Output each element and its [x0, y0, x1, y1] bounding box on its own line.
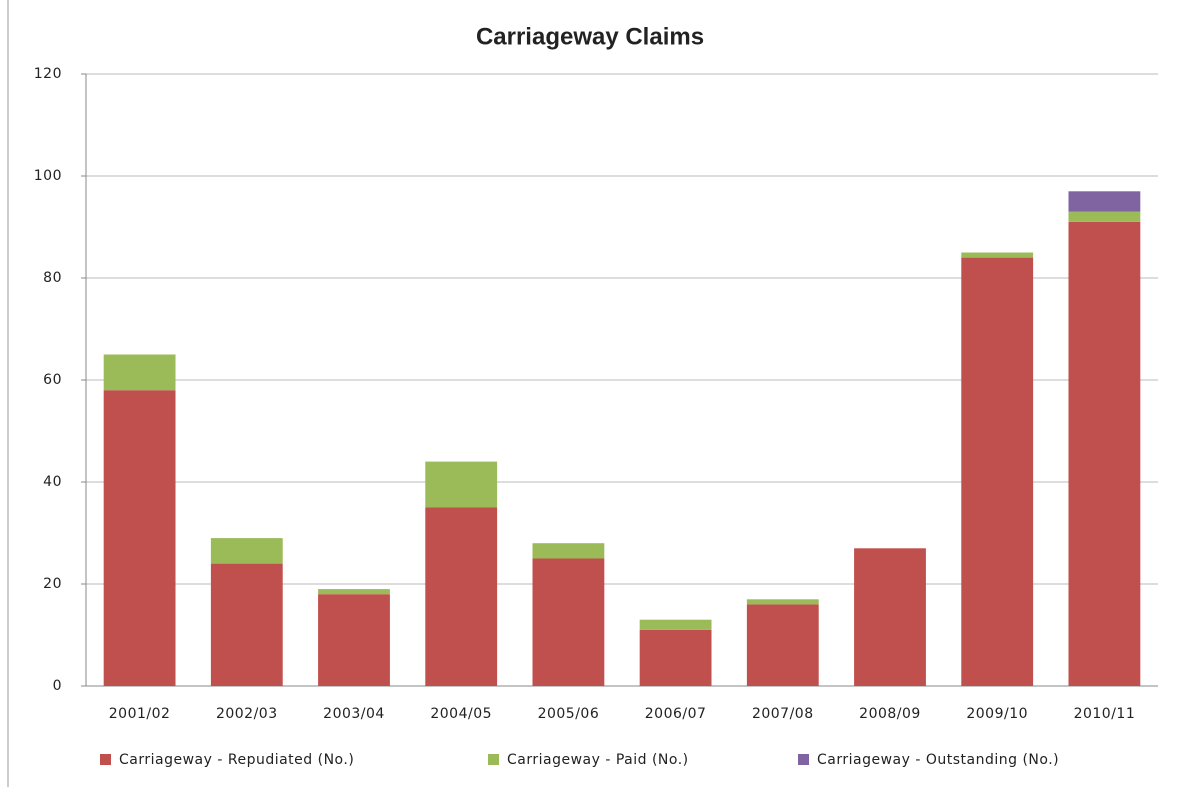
bar-segment	[318, 594, 390, 686]
bar-segment	[425, 507, 498, 686]
bar-segment	[103, 390, 176, 686]
legend-label: Carriageway - Repudiated (No.)	[119, 752, 354, 768]
x-tick-label: 2006/07	[645, 706, 707, 722]
bar-segment	[532, 543, 605, 559]
bar-segment	[210, 563, 283, 686]
bar-segment	[210, 538, 283, 564]
y-tick-label: 20	[43, 576, 62, 592]
bar-segment	[318, 589, 390, 595]
legend-swatch	[798, 754, 809, 765]
x-tick-label: 2009/10	[966, 706, 1028, 722]
legend-swatch	[488, 754, 499, 765]
bar-segment	[639, 629, 712, 686]
x-tick-label: 2001/02	[109, 706, 171, 722]
y-tick-label: 120	[34, 66, 62, 82]
y-tick-label: 40	[43, 474, 62, 490]
x-tick-label: 2007/08	[752, 706, 814, 722]
bar-segment	[1068, 191, 1141, 212]
bar-segment	[1068, 211, 1141, 222]
bar-segment	[425, 461, 498, 508]
bar-segment	[1068, 221, 1141, 686]
bar-segment	[746, 604, 819, 686]
x-tick-label: 2005/06	[538, 706, 600, 722]
bar-segment	[854, 548, 926, 686]
x-tick-label: 2008/09	[859, 706, 921, 722]
y-tick-label: 60	[43, 372, 62, 388]
bar-segment	[961, 252, 1034, 258]
y-tick-label: 100	[34, 168, 62, 184]
chart-title: Carriageway Claims	[476, 23, 704, 50]
y-tick-label: 0	[53, 678, 62, 694]
bar-segment	[639, 619, 712, 630]
legend-label: Carriageway - Paid (No.)	[507, 752, 689, 768]
x-tick-label: 2003/04	[323, 706, 385, 722]
bar-segment	[961, 257, 1034, 686]
legend-swatch	[100, 754, 111, 765]
x-tick-label: 2004/05	[430, 706, 492, 722]
bar-segment	[532, 558, 605, 686]
x-tick-label: 2002/03	[216, 706, 278, 722]
y-tick-label: 80	[43, 270, 62, 286]
bar-segment	[746, 599, 819, 605]
bar-segment	[103, 354, 176, 391]
legend-label: Carriageway - Outstanding (No.)	[817, 752, 1059, 768]
x-tick-label: 2010/11	[1074, 706, 1136, 722]
